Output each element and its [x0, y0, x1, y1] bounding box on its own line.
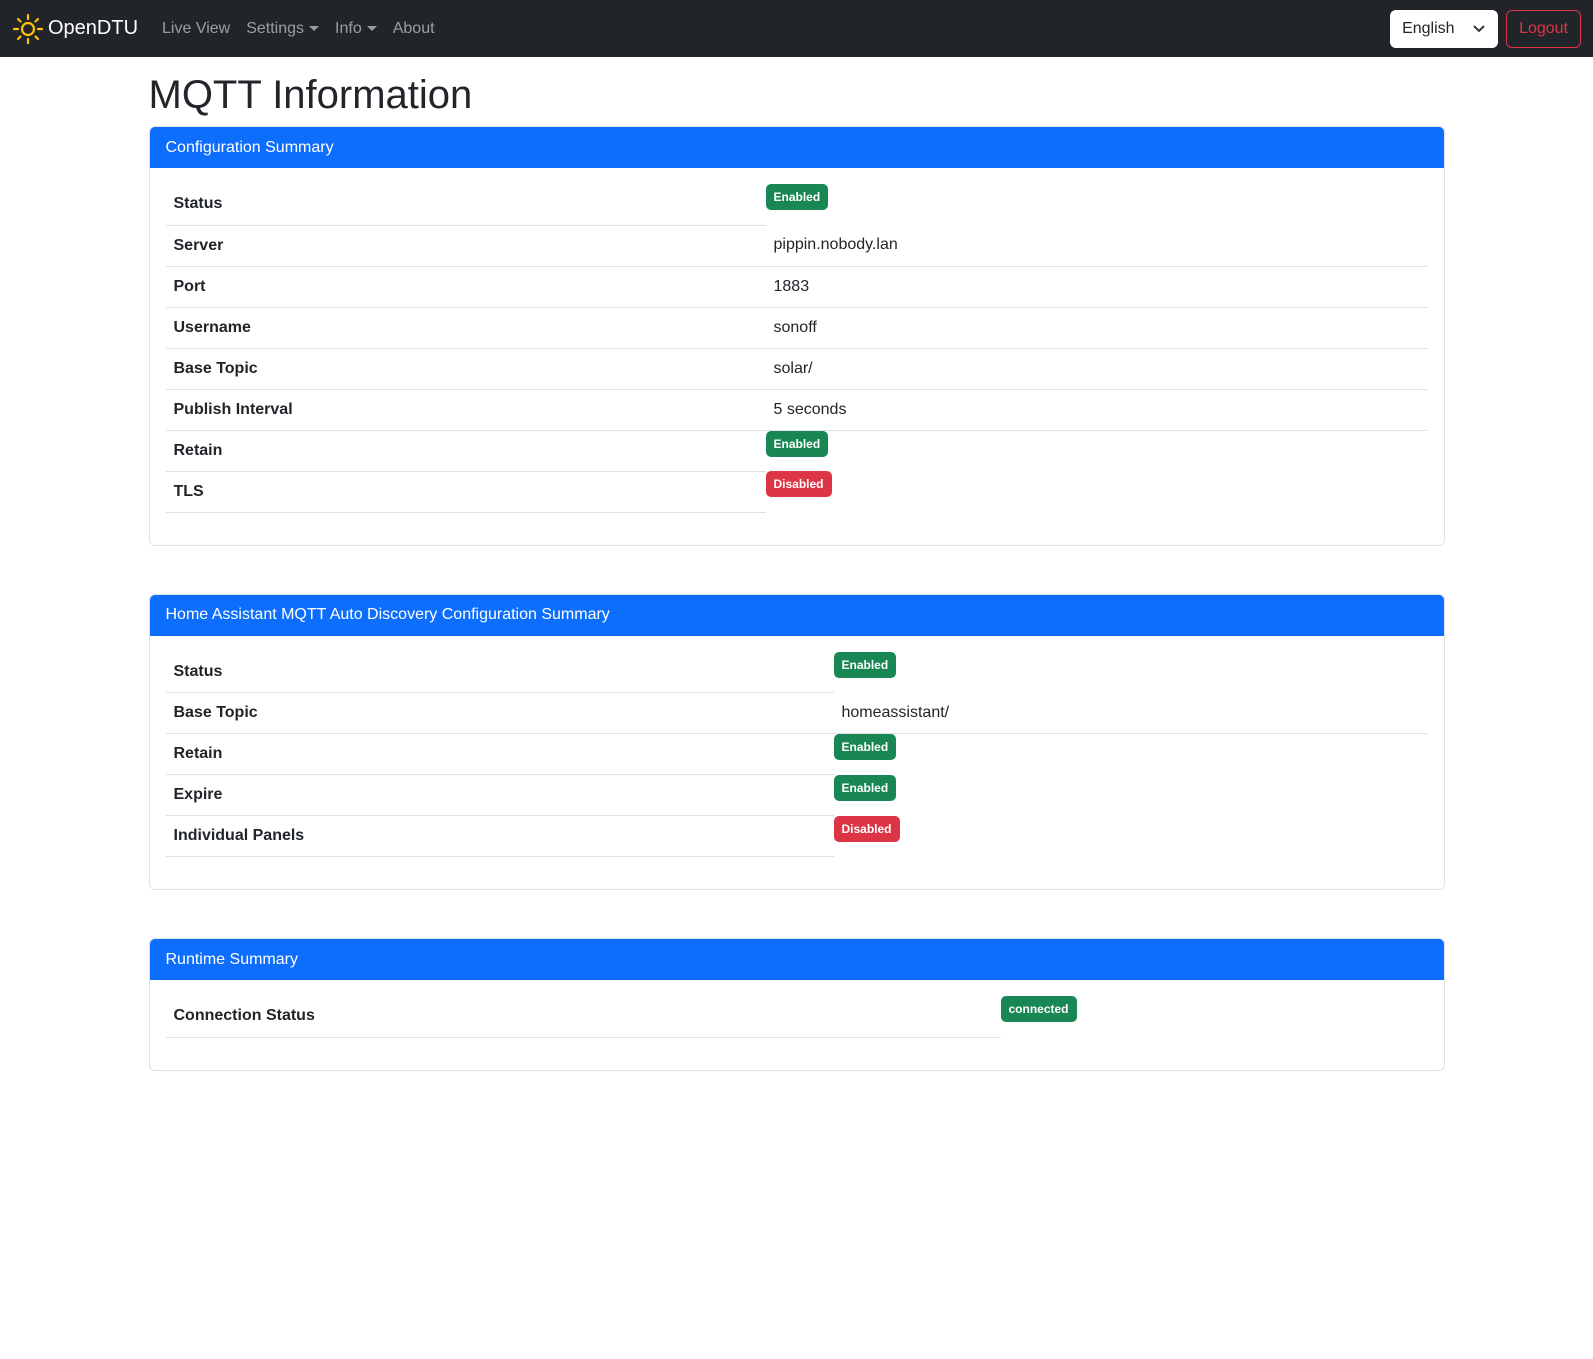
table-row: Username sonoff [165, 307, 1428, 349]
table-row: Base Topic homeassistant/ [165, 692, 1428, 734]
status-badge: Enabled [765, 184, 829, 210]
summary-table: Connection Status connected [165, 996, 1428, 1038]
row-value: sonoff [765, 307, 1428, 349]
row-label: Individual Panels [165, 815, 834, 857]
nav-about[interactable]: About [385, 20, 443, 38]
row-label: Port [165, 266, 766, 308]
caret-down-icon [309, 26, 320, 31]
table-row: Port 1883 [165, 266, 1428, 308]
status-badge: Disabled [765, 471, 832, 497]
status-badge: connected [1000, 996, 1077, 1022]
status-badge: Enabled [833, 734, 897, 760]
table-row: Retain Enabled [165, 733, 1428, 775]
row-label: Retain [165, 430, 766, 472]
table-row: Expire Enabled [165, 774, 1428, 816]
row-label: Status [165, 184, 766, 226]
row-value: 5 seconds [765, 389, 1428, 431]
row-value: pippin.nobody.lan [765, 225, 1428, 267]
table-row: Base Topic solar/ [165, 348, 1428, 390]
row-label: Retain [165, 733, 834, 775]
table-row: Status Enabled [165, 651, 1428, 693]
row-label: Publish Interval [165, 389, 766, 431]
nav-label: Info [335, 19, 362, 37]
chevron-down-icon [1473, 25, 1485, 33]
row-value: 1883 [765, 266, 1428, 308]
sun-icon [12, 13, 44, 44]
brand-name: OpenDTU [48, 17, 139, 39]
language-select[interactable]: English [1390, 10, 1499, 48]
runtime-summary-card: Runtime Summary Connection Status connecte… [148, 938, 1445, 1071]
nav-label: Settings [246, 19, 305, 37]
table-row: Retain Enabled [165, 430, 1428, 472]
summary-table: Status Enabled Base Topic homeassistant/Ret… [165, 651, 1428, 857]
card-header: Configuration Summary [149, 127, 1444, 168]
table-row: TLS Disabled [165, 471, 1428, 513]
language-value: English [1402, 20, 1455, 37]
summary-table: Status Enabled Server pippin.nobody.lan Port… [165, 184, 1428, 513]
nav-live-view[interactable]: Live View [154, 20, 238, 38]
card-header: Home Assistant MQTT Auto Discovery Confi… [149, 594, 1444, 636]
config-summary-card: Configuration Summary Status Enabled Server… [148, 126, 1445, 546]
row-label: Server [165, 225, 766, 267]
caret-down-icon [366, 26, 377, 31]
row-label: Connection Status [165, 996, 1001, 1038]
row-value: solar/ [765, 348, 1428, 390]
navbar: OpenDTU Live View Settings Info About En… [0, 0, 1593, 57]
logout-button[interactable]: Logout [1506, 10, 1581, 48]
page-title: MQTT Information [148, 73, 473, 117]
status-badge: Enabled [833, 651, 897, 678]
row-label: Expire [165, 774, 834, 816]
status-badge: Disabled [833, 815, 900, 842]
nav-label: Live View [162, 19, 231, 37]
status-badge: Enabled [765, 430, 829, 457]
table-row: Connection Status connected [165, 996, 1428, 1038]
brand-link[interactable]: OpenDTU [12, 13, 138, 45]
ha-discovery-card: Home Assistant MQTT Auto Discovery Confi… [148, 593, 1445, 890]
row-label: Base Topic [165, 348, 766, 390]
table-row: Individual Panels Disabled [165, 815, 1428, 857]
row-label: Base Topic [165, 692, 834, 734]
row-value: homeassistant/ [833, 692, 1428, 734]
nav-label: About [392, 19, 435, 37]
row-label: Username [165, 307, 766, 349]
status-badge: Enabled [833, 774, 897, 801]
table-row: Publish Interval 5 seconds [165, 389, 1428, 431]
table-row: Status Enabled [165, 184, 1428, 226]
nav-settings-dropdown[interactable]: Settings [238, 20, 327, 38]
card-header: Runtime Summary [149, 939, 1444, 980]
table-row: Server pippin.nobody.lan [165, 225, 1428, 267]
row-label: TLS [165, 471, 766, 513]
row-label: Status [165, 651, 834, 693]
nav-info-dropdown[interactable]: Info [327, 20, 385, 38]
